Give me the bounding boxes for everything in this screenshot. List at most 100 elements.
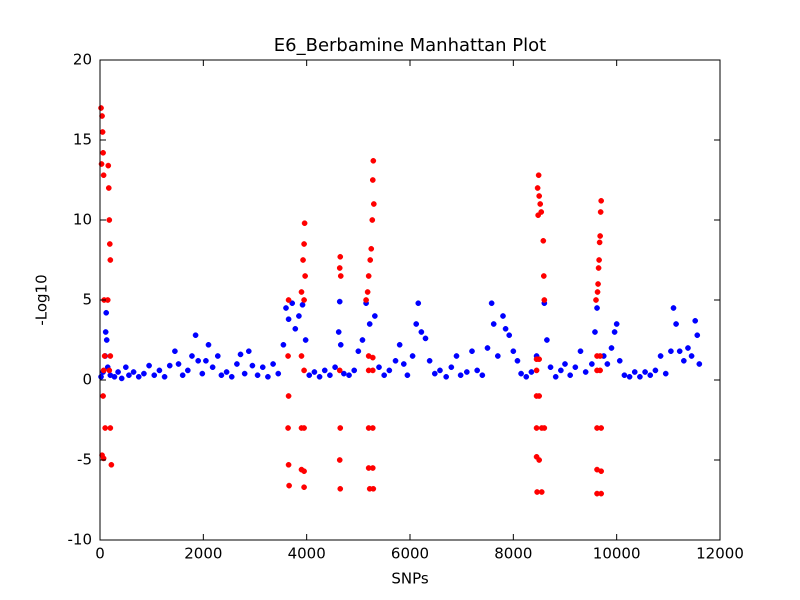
- point: [536, 356, 543, 363]
- point: [270, 361, 276, 367]
- point: [337, 425, 344, 431]
- point: [631, 369, 638, 375]
- point: [98, 373, 104, 380]
- point: [596, 239, 603, 246]
- point: [223, 369, 230, 375]
- x-tick-label: 6000: [391, 545, 429, 563]
- point: [241, 370, 248, 377]
- point: [594, 305, 600, 311]
- point: [179, 372, 186, 379]
- point: [469, 348, 475, 355]
- point: [453, 353, 460, 359]
- point: [413, 321, 420, 327]
- point: [234, 361, 240, 367]
- x-tick-label: 12000: [696, 545, 744, 563]
- point: [448, 364, 455, 371]
- point: [337, 273, 344, 279]
- point: [386, 367, 393, 374]
- point: [562, 361, 568, 367]
- point: [327, 372, 333, 379]
- point: [577, 348, 584, 355]
- point: [514, 357, 521, 364]
- point: [108, 461, 115, 468]
- point: [396, 341, 403, 348]
- point: [694, 332, 701, 339]
- point: [490, 321, 497, 327]
- point: [105, 185, 112, 191]
- point: [285, 461, 292, 468]
- point: [533, 425, 540, 431]
- point: [100, 149, 106, 156]
- chart-title: E6_Berbamine Manhattan Plot: [274, 35, 546, 56]
- point: [254, 372, 261, 379]
- point: [696, 361, 703, 367]
- point: [359, 337, 366, 343]
- point: [523, 373, 530, 380]
- point: [596, 257, 602, 263]
- y-tick-label: -10: [68, 531, 93, 549]
- x-tick-label: 2000: [184, 545, 222, 563]
- point: [369, 217, 376, 223]
- point: [99, 113, 105, 119]
- point: [259, 364, 266, 371]
- point: [275, 370, 282, 377]
- point: [668, 348, 674, 355]
- point: [184, 367, 191, 374]
- point: [214, 353, 221, 359]
- y-tick-label: 5: [82, 291, 92, 309]
- point: [199, 370, 206, 377]
- point: [111, 373, 118, 380]
- point: [351, 367, 358, 374]
- point: [296, 313, 302, 319]
- point: [98, 105, 104, 111]
- point: [637, 373, 643, 380]
- point: [118, 375, 125, 382]
- point: [528, 369, 535, 375]
- x-axis-label: SNPs: [391, 570, 429, 588]
- point: [369, 367, 376, 374]
- point: [533, 367, 540, 374]
- point: [146, 362, 152, 369]
- point: [298, 289, 305, 295]
- point: [474, 367, 481, 374]
- point: [285, 353, 291, 359]
- point: [463, 369, 470, 375]
- point: [558, 367, 564, 374]
- point: [598, 468, 605, 475]
- point: [100, 393, 106, 399]
- point: [106, 241, 113, 247]
- point: [370, 201, 377, 207]
- point: [205, 341, 212, 348]
- point: [479, 372, 486, 379]
- point: [301, 220, 308, 227]
- point: [657, 353, 664, 359]
- point: [301, 297, 307, 303]
- point: [292, 325, 299, 332]
- y-tick-label: -5: [77, 451, 92, 469]
- point: [285, 425, 291, 431]
- point: [337, 341, 344, 348]
- point: [418, 329, 425, 335]
- point: [175, 361, 182, 367]
- point: [381, 372, 388, 379]
- x-tick-label: 8000: [494, 545, 532, 563]
- point: [122, 364, 129, 371]
- point: [409, 353, 416, 359]
- point: [552, 373, 559, 380]
- point: [426, 357, 433, 364]
- point: [595, 265, 602, 271]
- point: [228, 373, 235, 380]
- point: [369, 177, 376, 183]
- point: [341, 370, 347, 377]
- point: [301, 367, 307, 374]
- point: [443, 373, 450, 380]
- point: [105, 162, 112, 169]
- point: [103, 309, 110, 316]
- point: [151, 372, 158, 379]
- point: [597, 367, 603, 374]
- point: [337, 485, 344, 492]
- point: [192, 332, 199, 339]
- y-tick-label: 0: [82, 371, 92, 389]
